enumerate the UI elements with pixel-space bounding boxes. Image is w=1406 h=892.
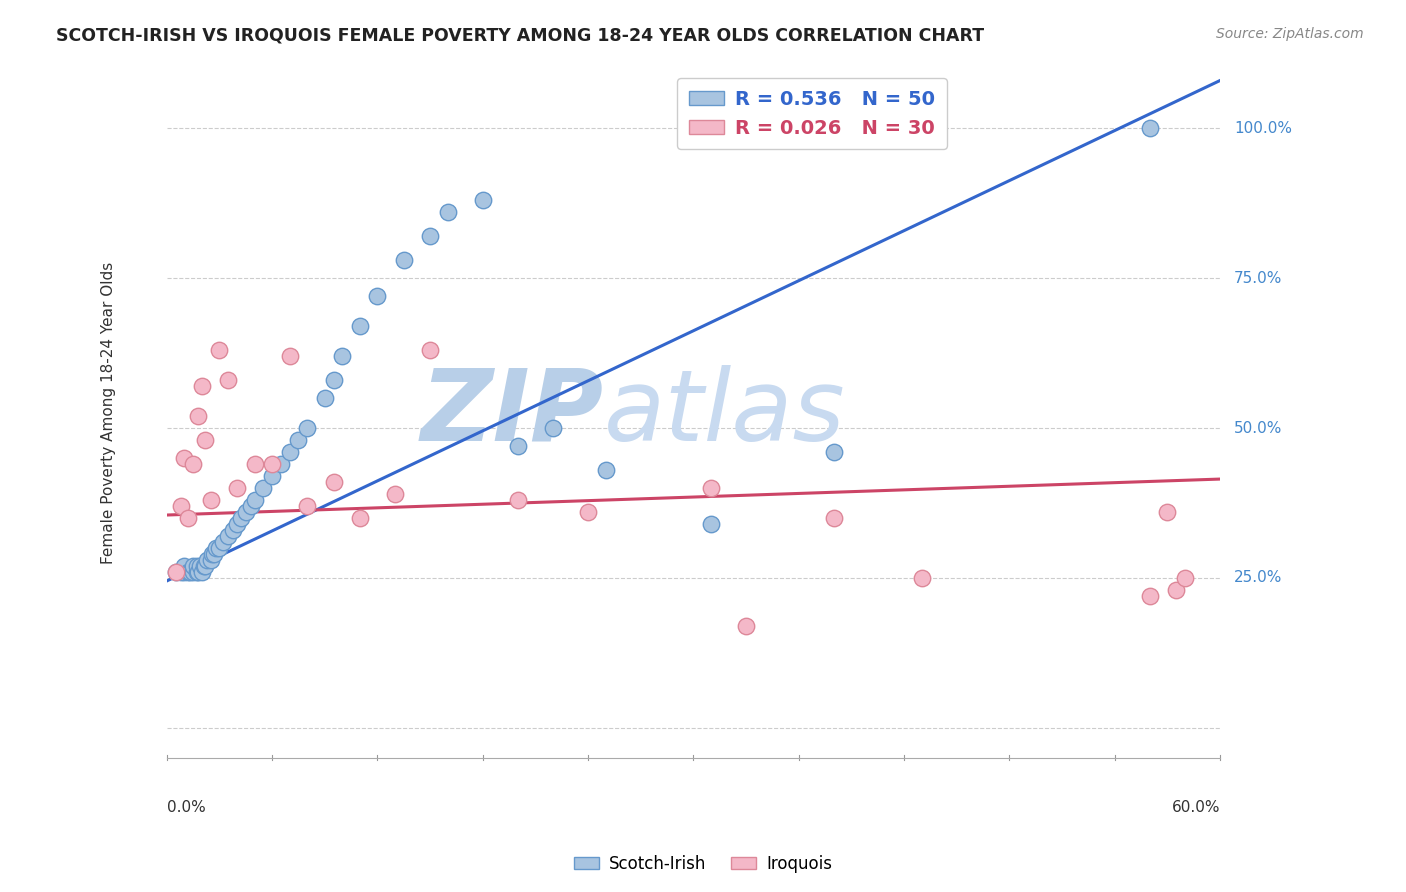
Point xyxy=(193,558,215,573)
Point xyxy=(1139,121,1161,136)
Point xyxy=(226,481,249,495)
Point xyxy=(170,565,193,579)
Point xyxy=(165,565,187,579)
Point xyxy=(322,373,344,387)
Point xyxy=(1174,571,1197,585)
Point xyxy=(191,379,214,393)
Point xyxy=(200,493,222,508)
Point xyxy=(349,511,371,525)
Point xyxy=(229,511,252,525)
Point xyxy=(262,457,284,471)
Point xyxy=(240,499,263,513)
Point xyxy=(173,451,195,466)
Point xyxy=(187,409,209,424)
Point xyxy=(165,565,187,579)
Point xyxy=(262,469,284,483)
Point xyxy=(212,535,235,549)
Point xyxy=(349,319,371,334)
Point xyxy=(243,493,266,508)
Point xyxy=(217,529,239,543)
Point xyxy=(1166,582,1188,597)
Text: 60.0%: 60.0% xyxy=(1171,800,1220,814)
Legend: Scotch-Irish, Iroquois: Scotch-Irish, Iroquois xyxy=(567,848,839,880)
Legend: R = 0.536   N = 50, R = 0.026   N = 30: R = 0.536 N = 50, R = 0.026 N = 30 xyxy=(678,78,948,149)
Point xyxy=(384,487,406,501)
Text: SCOTCH-IRISH VS IROQUOIS FEMALE POVERTY AMONG 18-24 YEAR OLDS CORRELATION CHART: SCOTCH-IRISH VS IROQUOIS FEMALE POVERTY … xyxy=(56,27,984,45)
Text: Female Poverty Among 18-24 Year Olds: Female Poverty Among 18-24 Year Olds xyxy=(101,262,117,565)
Point xyxy=(170,499,193,513)
Point xyxy=(243,457,266,471)
Point xyxy=(419,343,441,358)
Text: Source: ZipAtlas.com: Source: ZipAtlas.com xyxy=(1216,27,1364,41)
Point xyxy=(173,558,195,573)
Point xyxy=(195,553,218,567)
Text: ZIP: ZIP xyxy=(420,365,605,462)
Point xyxy=(1156,505,1178,519)
Point xyxy=(208,343,231,358)
Point xyxy=(297,421,319,435)
Point xyxy=(173,565,195,579)
Point xyxy=(700,481,723,495)
Point xyxy=(278,445,301,459)
Point xyxy=(201,547,224,561)
Text: atlas: atlas xyxy=(605,365,845,462)
Point xyxy=(506,439,529,453)
Point xyxy=(270,457,292,471)
Point xyxy=(202,547,225,561)
Point xyxy=(823,511,845,525)
Point xyxy=(181,558,204,573)
Point xyxy=(177,565,200,579)
Point xyxy=(910,571,932,585)
Point xyxy=(235,505,257,519)
Text: 25.0%: 25.0% xyxy=(1234,571,1282,585)
Point xyxy=(297,499,319,513)
Point xyxy=(188,558,211,573)
Point xyxy=(181,457,204,471)
Text: 50.0%: 50.0% xyxy=(1234,421,1282,435)
Point xyxy=(177,511,200,525)
Point xyxy=(194,558,217,573)
Point xyxy=(205,541,228,555)
Point xyxy=(252,481,274,495)
Point xyxy=(287,433,309,447)
Point xyxy=(322,475,344,489)
Point xyxy=(187,565,209,579)
Point xyxy=(1139,589,1161,603)
Point xyxy=(330,349,353,363)
Point xyxy=(194,433,217,447)
Point xyxy=(700,516,723,531)
Point xyxy=(226,516,249,531)
Point xyxy=(823,445,845,459)
Point xyxy=(541,421,564,435)
Point xyxy=(186,558,208,573)
Point xyxy=(576,505,599,519)
Point xyxy=(314,391,336,405)
Point xyxy=(186,565,208,579)
Point xyxy=(436,205,458,219)
Text: 75.0%: 75.0% xyxy=(1234,271,1282,285)
Point xyxy=(366,289,388,303)
Point xyxy=(200,553,222,567)
Text: 100.0%: 100.0% xyxy=(1234,121,1292,136)
Point xyxy=(278,349,301,363)
Point xyxy=(392,253,415,268)
Point xyxy=(181,565,204,579)
Text: 0.0%: 0.0% xyxy=(167,800,205,814)
Point xyxy=(191,565,214,579)
Point xyxy=(735,619,758,633)
Point xyxy=(471,194,494,208)
Point xyxy=(419,229,441,244)
Point xyxy=(217,373,239,387)
Point xyxy=(208,541,231,555)
Point xyxy=(595,463,617,477)
Point xyxy=(506,493,529,508)
Point xyxy=(179,565,201,579)
Point xyxy=(222,523,245,537)
